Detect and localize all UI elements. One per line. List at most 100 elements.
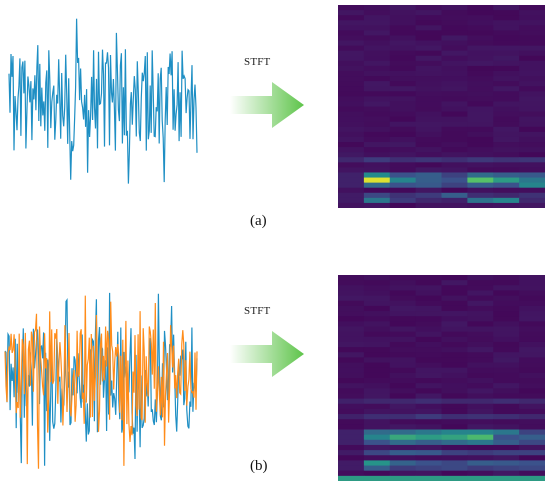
spectrogram-cell <box>415 331 443 338</box>
spectrogram-cell <box>389 192 417 199</box>
spectrogram-cell <box>519 182 545 189</box>
spectrogram-cell <box>519 30 545 36</box>
caption-a: (a) <box>250 213 267 229</box>
spectrogram-cell <box>467 434 494 441</box>
spectrogram-cell <box>493 172 520 179</box>
spectrogram-cell <box>338 126 365 133</box>
spectrogram-cell <box>467 465 494 472</box>
spectrogram-cell <box>441 172 468 179</box>
spectrogram-cell <box>467 275 494 281</box>
spectrogram-cell <box>415 444 443 451</box>
spectrogram-cell <box>493 20 520 26</box>
spectrogram-cell <box>338 321 365 327</box>
spectrogram-cell <box>519 326 545 333</box>
spectrogram-cell <box>363 187 391 194</box>
spectrogram-cell <box>493 5 520 11</box>
spectrogram-cell <box>363 111 391 118</box>
spectrogram-cell <box>493 367 520 374</box>
spectrogram-cell <box>389 352 417 358</box>
spectrogram-cell <box>467 96 494 102</box>
spectrogram-cell <box>415 275 443 281</box>
spectrogram-cell <box>441 142 468 148</box>
spectrogram-cell <box>363 460 391 467</box>
spectrogram-cell <box>441 40 468 47</box>
spectrogram-cell <box>389 383 417 389</box>
spectrogram-cell <box>441 106 468 113</box>
spectrogram-cell <box>519 290 545 297</box>
spectrogram-cell <box>467 352 494 358</box>
spectrogram-cell <box>519 177 545 184</box>
spectrogram-cell <box>519 372 545 379</box>
spectrogram-cell <box>467 45 494 52</box>
spectrogram-cell <box>467 450 494 456</box>
spectrogram-cell <box>493 326 520 333</box>
spectrogram-cell <box>467 460 494 467</box>
spectrogram-cell <box>363 121 391 128</box>
spectrogram-cell <box>338 121 365 128</box>
spectrogram-cell <box>519 45 545 52</box>
spectrogram-cell <box>441 331 468 338</box>
spectrogram-cell <box>467 167 494 173</box>
spectrogram-cell <box>519 65 545 72</box>
spectrogram-cell <box>415 347 443 353</box>
spectrogram-cell <box>519 157 545 163</box>
spectrogram-cell <box>363 147 391 153</box>
spectrogram-cell <box>519 20 545 26</box>
spectrogram-cell <box>493 311 520 317</box>
spectrogram-cell <box>415 450 443 456</box>
spectrogram-cell <box>338 96 365 102</box>
spectrogram-cell <box>389 403 417 410</box>
spectrogram-cell <box>338 187 365 194</box>
spectrogram-cell <box>519 336 545 343</box>
spectrogram-cell <box>519 25 545 31</box>
spectrogram-cell <box>338 331 365 338</box>
spectrogram-cell <box>389 35 417 42</box>
spectrogram-cell <box>415 378 443 384</box>
spectrogram-cell <box>441 439 468 446</box>
spectrogram-cell <box>467 439 494 446</box>
spectrogram-cell <box>363 450 391 456</box>
spectrogram-cell <box>493 55 520 62</box>
spectrogram-cell <box>415 367 443 374</box>
spectrogram-cell <box>415 70 443 77</box>
spectrogram-cell <box>363 5 391 11</box>
spectrogram-cell <box>389 147 417 153</box>
spectrogram-cell <box>441 419 468 425</box>
spectrogram-cell <box>467 197 494 204</box>
spectrogram-cell <box>389 326 417 333</box>
spectrogram-cell <box>519 106 545 113</box>
spectrogram-cell <box>493 30 520 36</box>
spectrogram-cell <box>389 280 417 286</box>
spectrogram-cell <box>363 280 391 286</box>
signal-trace-2 <box>4 295 198 469</box>
spectrogram-cell <box>389 321 417 327</box>
spectrogram-cell <box>441 131 468 138</box>
spectrogram-cell <box>389 182 417 189</box>
spectrogram-cell <box>389 408 417 415</box>
spectrogram-cell <box>415 316 443 322</box>
spectrogram-cell <box>338 378 365 384</box>
spectrogram-cell <box>519 362 545 369</box>
spectrogram-cell <box>467 182 494 189</box>
spectrogram-cell <box>467 60 494 67</box>
spectrogram-cell <box>389 101 417 107</box>
spectrogram-cell <box>493 116 520 123</box>
spectrogram-cell <box>519 470 545 477</box>
spectrogram-cell <box>363 20 391 26</box>
spectrogram-cell <box>467 372 494 379</box>
spectrogram-cell <box>389 465 417 472</box>
spectrogram-cell <box>467 81 494 87</box>
spectrogram-cell <box>338 372 365 379</box>
spectrogram-cell <box>441 326 468 333</box>
spectrogram-cell <box>389 142 417 148</box>
spectrogram-cell <box>467 30 494 36</box>
spectrogram-cell <box>415 192 443 199</box>
spectrogram-cell <box>441 55 468 62</box>
spectrogram-cell <box>363 321 391 327</box>
spectrogram-cell <box>338 429 365 436</box>
spectrogram-cell <box>441 275 468 281</box>
spectrogram-cell <box>389 362 417 369</box>
spectrogram-cell <box>415 96 443 102</box>
spectrogram-cell <box>441 60 468 67</box>
spectrogram-cell <box>389 91 417 97</box>
